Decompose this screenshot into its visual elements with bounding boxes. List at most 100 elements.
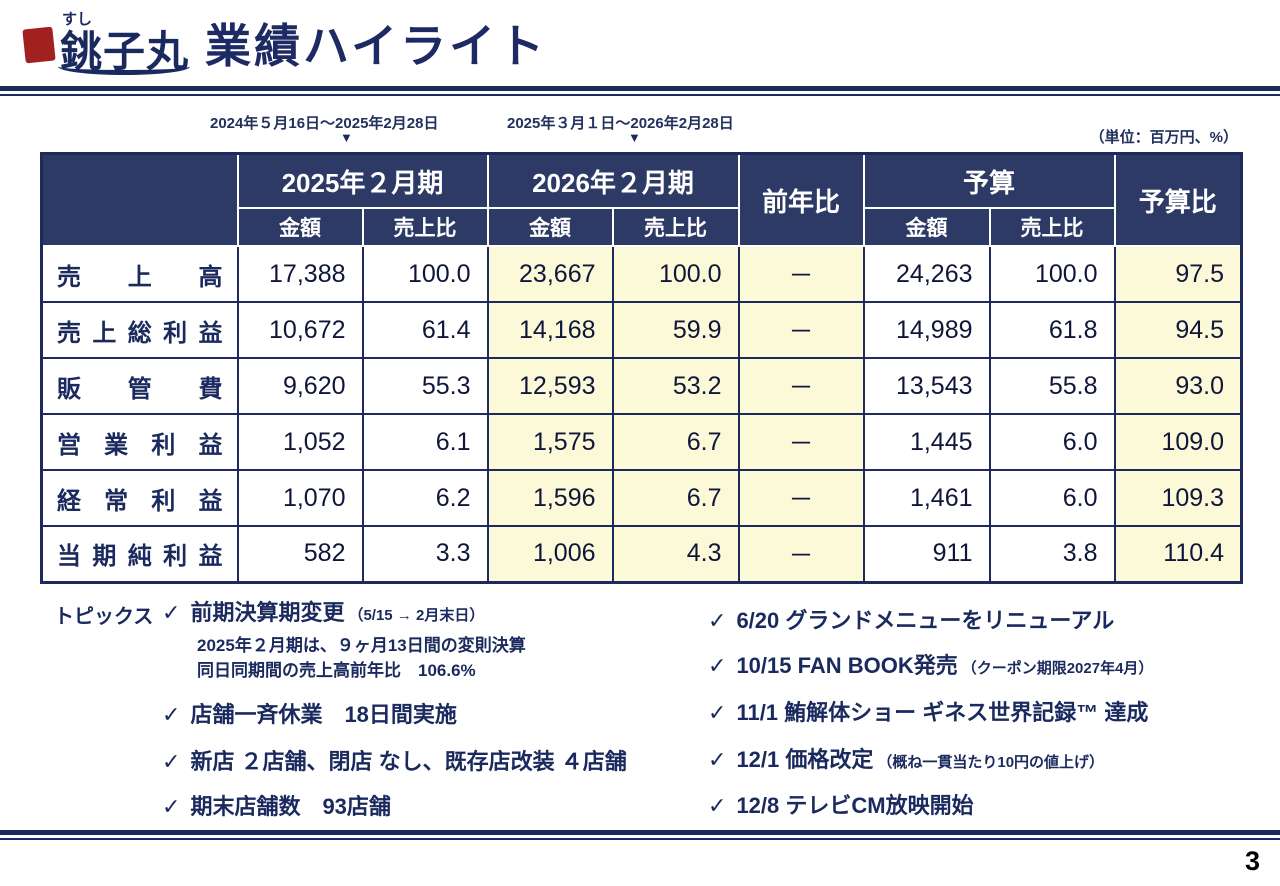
cell-yoy: －	[737, 469, 865, 527]
cell-budget-ratio: 3.8	[988, 525, 1116, 583]
topic-text: 期末店舗数 93店舗	[190, 794, 391, 819]
cell-fy2025-amount: 1,052	[236, 413, 364, 471]
topic-subline: 2025年２月期は、９ヶ月13日間の変則決算	[197, 636, 526, 655]
cell-fy2026-amount: 23,667	[486, 245, 614, 303]
cell-fy2025-amount: 17,388	[236, 245, 364, 303]
check-icon: ✓	[162, 600, 181, 625]
topics-heading: トピックス	[54, 606, 154, 628]
period-label-2026: 2025年３月１日～2026年2月28日	[507, 115, 734, 132]
check-icon: ✓	[708, 608, 727, 633]
period-label-2025: 2024年５月16日～2025年2月28日	[210, 115, 439, 132]
cell-fy2025-ratio: 3.3	[361, 525, 489, 583]
header-rule-thin	[0, 94, 1280, 96]
cell-budget-amount: 13,543	[862, 357, 991, 415]
logo-sushi-text: すし	[62, 11, 93, 28]
cell-fy2026-amount: 12,593	[486, 357, 614, 415]
cell-budget-ratio-pct: 94.5	[1113, 301, 1243, 359]
cell-budget-ratio-pct: 109.3	[1113, 469, 1243, 527]
cell-fy2025-amount: 1,070	[236, 469, 364, 527]
table-row-operating-income: 営 業 利 益 1,052 6.1 1,575 6.7 － 1,445 6.0 …	[40, 413, 1243, 471]
cell-yoy: －	[737, 525, 865, 583]
cell-budget-amount: 24,263	[862, 245, 991, 303]
col-group-budget: 予算	[862, 152, 1116, 209]
topic-item: ✓ 期末店舗数 93店舗	[162, 789, 391, 821]
cell-fy2025-amount: 582	[236, 525, 364, 583]
table-row-ordinary-income: 経 常 利 益 1,070 6.2 1,596 6.7 － 1,461 6.0 …	[40, 469, 1243, 527]
page-title: 業績ハイライト	[205, 20, 548, 72]
row-label: 経 常 利 益	[40, 469, 239, 527]
topic-item: ✓ 10/15 FAN BOOK発売 （クーポン期限2027年4月）	[708, 648, 1153, 680]
check-icon: ✓	[708, 653, 727, 678]
topic-text: 10/15 FAN BOOK発売	[736, 653, 958, 678]
cell-fy2025-amount: 10,672	[236, 301, 364, 359]
cell-yoy: －	[737, 357, 865, 415]
cell-yoy: －	[737, 245, 865, 303]
cell-budget-ratio: 61.8	[988, 301, 1116, 359]
topic-subline: 同日同期間の売上高前年比 106.6%	[197, 661, 476, 680]
cell-budget-ratio: 6.0	[988, 469, 1116, 527]
topic-item: ✓ 新店 ２店舗、閉店 なし、既存店改装 ４店舗	[162, 744, 627, 776]
cell-fy2026-ratio: 6.7	[611, 413, 740, 471]
company-logo: すし 銚子丸	[22, 6, 202, 82]
cell-fy2026-ratio: 53.2	[611, 357, 740, 415]
subheader-fy2026-amount: 金額	[486, 207, 614, 247]
cell-fy2025-ratio: 6.2	[361, 469, 489, 527]
subheader-budget-ratio: 売上比	[988, 207, 1116, 247]
table-header-row-groups: 2025年２月期 2026年２月期 前年比 予算 予算比	[40, 152, 1243, 247]
financial-highlights-table: 2025年２月期 2026年２月期 前年比 予算 予算比 金額 売上比 金額 売…	[40, 152, 1244, 584]
cell-fy2026-amount: 1,575	[486, 413, 614, 471]
unit-note: （単位：百万円、%）	[1089, 129, 1238, 146]
topic-text: 12/1 価格改定	[736, 747, 874, 772]
cell-budget-ratio: 6.0	[988, 413, 1116, 471]
cell-fy2025-ratio: 55.3	[361, 357, 489, 415]
cell-fy2026-ratio: 6.7	[611, 469, 740, 527]
footer-rule-thin	[0, 838, 1280, 840]
cell-fy2026-ratio: 100.0	[611, 245, 740, 303]
check-icon: ✓	[162, 749, 181, 774]
cell-budget-amount: 1,445	[862, 413, 991, 471]
cell-budget-ratio: 55.8	[988, 357, 1116, 415]
col-yoy-header: 前年比	[737, 152, 865, 247]
cell-fy2025-ratio: 6.1	[361, 413, 489, 471]
col-group-fy2025: 2025年２月期	[236, 152, 489, 209]
table-header-row-sub: 金額 売上比 金額 売上比 金額 売上比	[42, 207, 1242, 247]
cell-yoy: －	[737, 301, 865, 359]
check-icon: ✓	[708, 793, 727, 818]
topic-item: ✓ 6/20 グランドメニューをリニューアル	[708, 603, 1114, 635]
topic-note: （5/15 → 2月末日）	[348, 607, 485, 624]
page-number: 3	[1244, 846, 1260, 876]
topic-text: 店舗一斉休業 18日間実施	[190, 702, 457, 727]
topic-text: 6/20 グランドメニューをリニューアル	[736, 608, 1115, 633]
cell-fy2026-amount: 14,168	[486, 301, 614, 359]
table-row-gross-profit: 売 上 総 利 益 10,672 61.4 14,168 59.9 － 14,9…	[40, 301, 1243, 359]
cell-fy2026-ratio: 59.9	[611, 301, 740, 359]
down-triangle-icon: ▼	[628, 130, 641, 145]
subheader-fy2026-ratio: 売上比	[611, 207, 740, 247]
cell-fy2025-amount: 9,620	[236, 357, 364, 415]
cell-budget-amount: 911	[862, 525, 991, 583]
subheader-fy2025-ratio: 売上比	[361, 207, 489, 247]
table-row-sga: 販 管 費 9,620 55.3 12,593 53.2 － 13,543 55…	[40, 357, 1243, 415]
header-rule-thick	[0, 86, 1280, 91]
cell-fy2026-ratio: 4.3	[611, 525, 740, 583]
row-label: 営 業 利 益	[40, 413, 239, 471]
row-label: 販 管 費	[40, 357, 239, 415]
row-label: 売 上 高	[40, 245, 239, 303]
check-icon: ✓	[162, 702, 181, 727]
topic-text: 前期決算期変更	[190, 600, 345, 625]
table-row-net-income: 当 期 純 利 益 582 3.3 1,006 4.3 － 911 3.8 11…	[40, 525, 1243, 583]
logo-seal-icon	[22, 26, 56, 64]
cell-fy2026-amount: 1,596	[486, 469, 614, 527]
cell-budget-ratio-pct: 110.4	[1113, 525, 1243, 583]
logo-wave-icon	[58, 58, 190, 75]
cell-budget-amount: 14,989	[862, 301, 991, 359]
check-icon: ✓	[708, 700, 727, 725]
topic-text: 新店 ２店舗、閉店 なし、既存店改装 ４店舗	[190, 749, 627, 774]
row-label: 売 上 総 利 益	[40, 301, 239, 359]
check-icon: ✓	[162, 794, 181, 819]
topic-item: ✓ 店舗一斉休業 18日間実施	[162, 697, 457, 729]
col-group-fy2026: 2026年２月期	[486, 152, 740, 209]
cell-yoy: －	[737, 413, 865, 471]
topic-note: （概ね一貫当たり10円の値上げ）	[877, 754, 1105, 771]
cell-budget-ratio: 100.0	[988, 245, 1116, 303]
